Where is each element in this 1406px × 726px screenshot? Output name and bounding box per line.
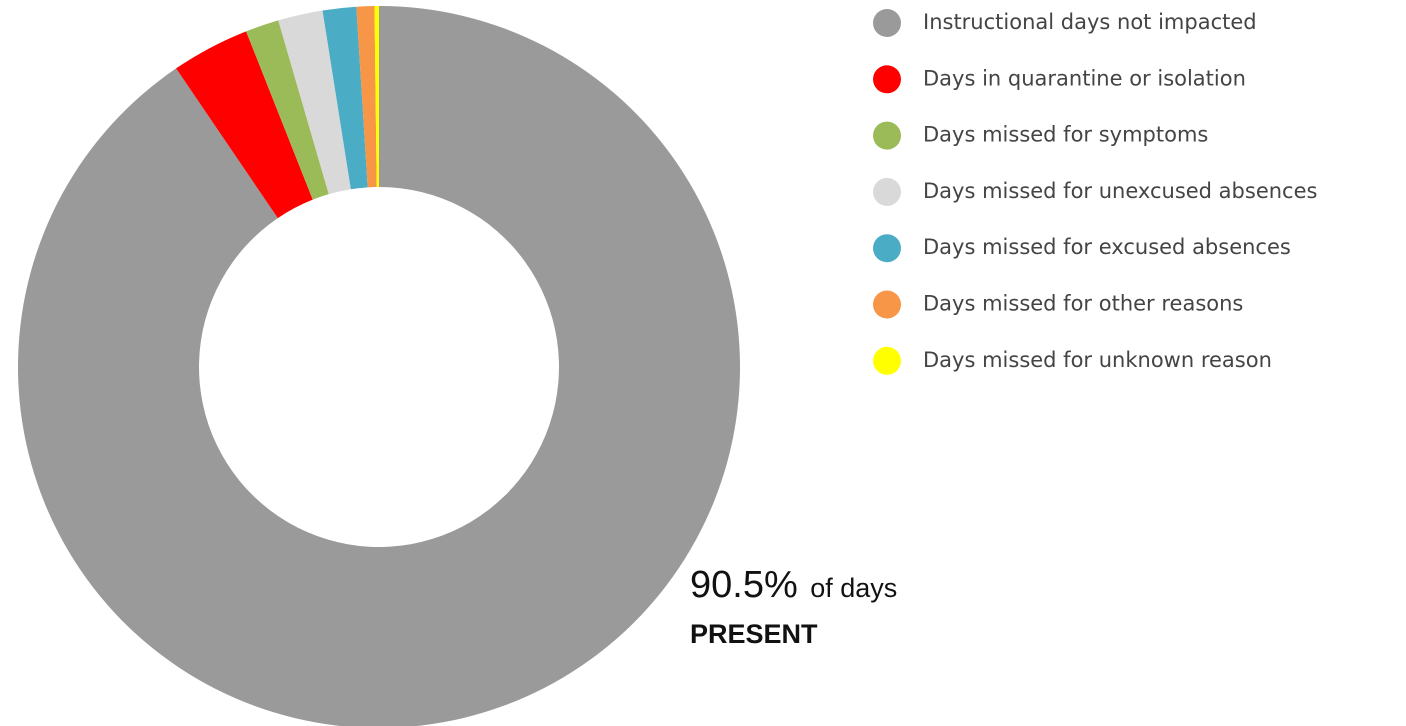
legend-marker bbox=[873, 121, 901, 150]
legend-label: Days missed for symptoms bbox=[923, 123, 1208, 147]
slice bbox=[246, 20, 329, 200]
legend-label: Days missed for unknown reason bbox=[923, 348, 1272, 372]
annotation-suffix: of days bbox=[810, 573, 897, 603]
legend-label: Days missed for unexcused absences bbox=[923, 179, 1317, 203]
donut bbox=[18, 6, 740, 726]
legend-marker bbox=[873, 346, 901, 375]
slice bbox=[278, 10, 351, 195]
legend-label: Days missed for excused absences bbox=[923, 235, 1291, 259]
legend-marker bbox=[873, 234, 901, 263]
annotation: 90.5% of days bbox=[690, 564, 897, 606]
legend-marker bbox=[873, 290, 901, 319]
legend-label: Instructional days not impacted bbox=[923, 10, 1257, 34]
value-label: 90.5% bbox=[690, 564, 798, 606]
annotation-label: PRESENT bbox=[690, 619, 818, 649]
legend-label: Days in quarantine or isolation bbox=[923, 66, 1246, 90]
slice bbox=[374, 6, 379, 188]
legend-label: Days missed for other reasons bbox=[923, 292, 1243, 316]
slice bbox=[176, 31, 313, 219]
legend: Instructional days not impacted Days in q… bbox=[873, 9, 1317, 375]
slice bbox=[18, 6, 740, 726]
slice bbox=[322, 6, 368, 190]
slice bbox=[356, 6, 377, 188]
legend-marker bbox=[873, 65, 901, 94]
legend-marker bbox=[873, 177, 901, 206]
legend-marker bbox=[873, 9, 901, 37]
